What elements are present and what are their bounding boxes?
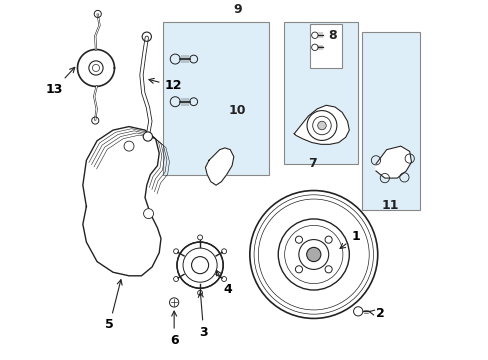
- Circle shape: [143, 209, 153, 219]
- Circle shape: [143, 132, 152, 141]
- Text: 10: 10: [228, 104, 245, 117]
- Text: 4: 4: [216, 270, 231, 296]
- Text: 6: 6: [169, 311, 178, 347]
- Bar: [361, 32, 420, 210]
- Text: 1: 1: [339, 230, 359, 248]
- Text: 5: 5: [105, 280, 122, 332]
- Circle shape: [306, 247, 320, 262]
- Text: 13: 13: [46, 67, 75, 96]
- Polygon shape: [205, 148, 233, 185]
- Text: 3: 3: [198, 292, 207, 338]
- Text: 2: 2: [368, 307, 384, 320]
- Text: 8: 8: [327, 29, 336, 42]
- Circle shape: [124, 141, 134, 151]
- Bar: [283, 22, 358, 164]
- Text: 9: 9: [233, 4, 242, 17]
- Polygon shape: [82, 127, 161, 276]
- Polygon shape: [375, 146, 411, 178]
- Circle shape: [317, 121, 325, 130]
- Text: 12: 12: [149, 78, 182, 92]
- Polygon shape: [294, 105, 348, 144]
- Circle shape: [177, 242, 223, 288]
- Text: 11: 11: [381, 199, 398, 212]
- Text: 7: 7: [307, 157, 316, 170]
- Bar: [309, 23, 342, 68]
- Bar: [163, 22, 269, 175]
